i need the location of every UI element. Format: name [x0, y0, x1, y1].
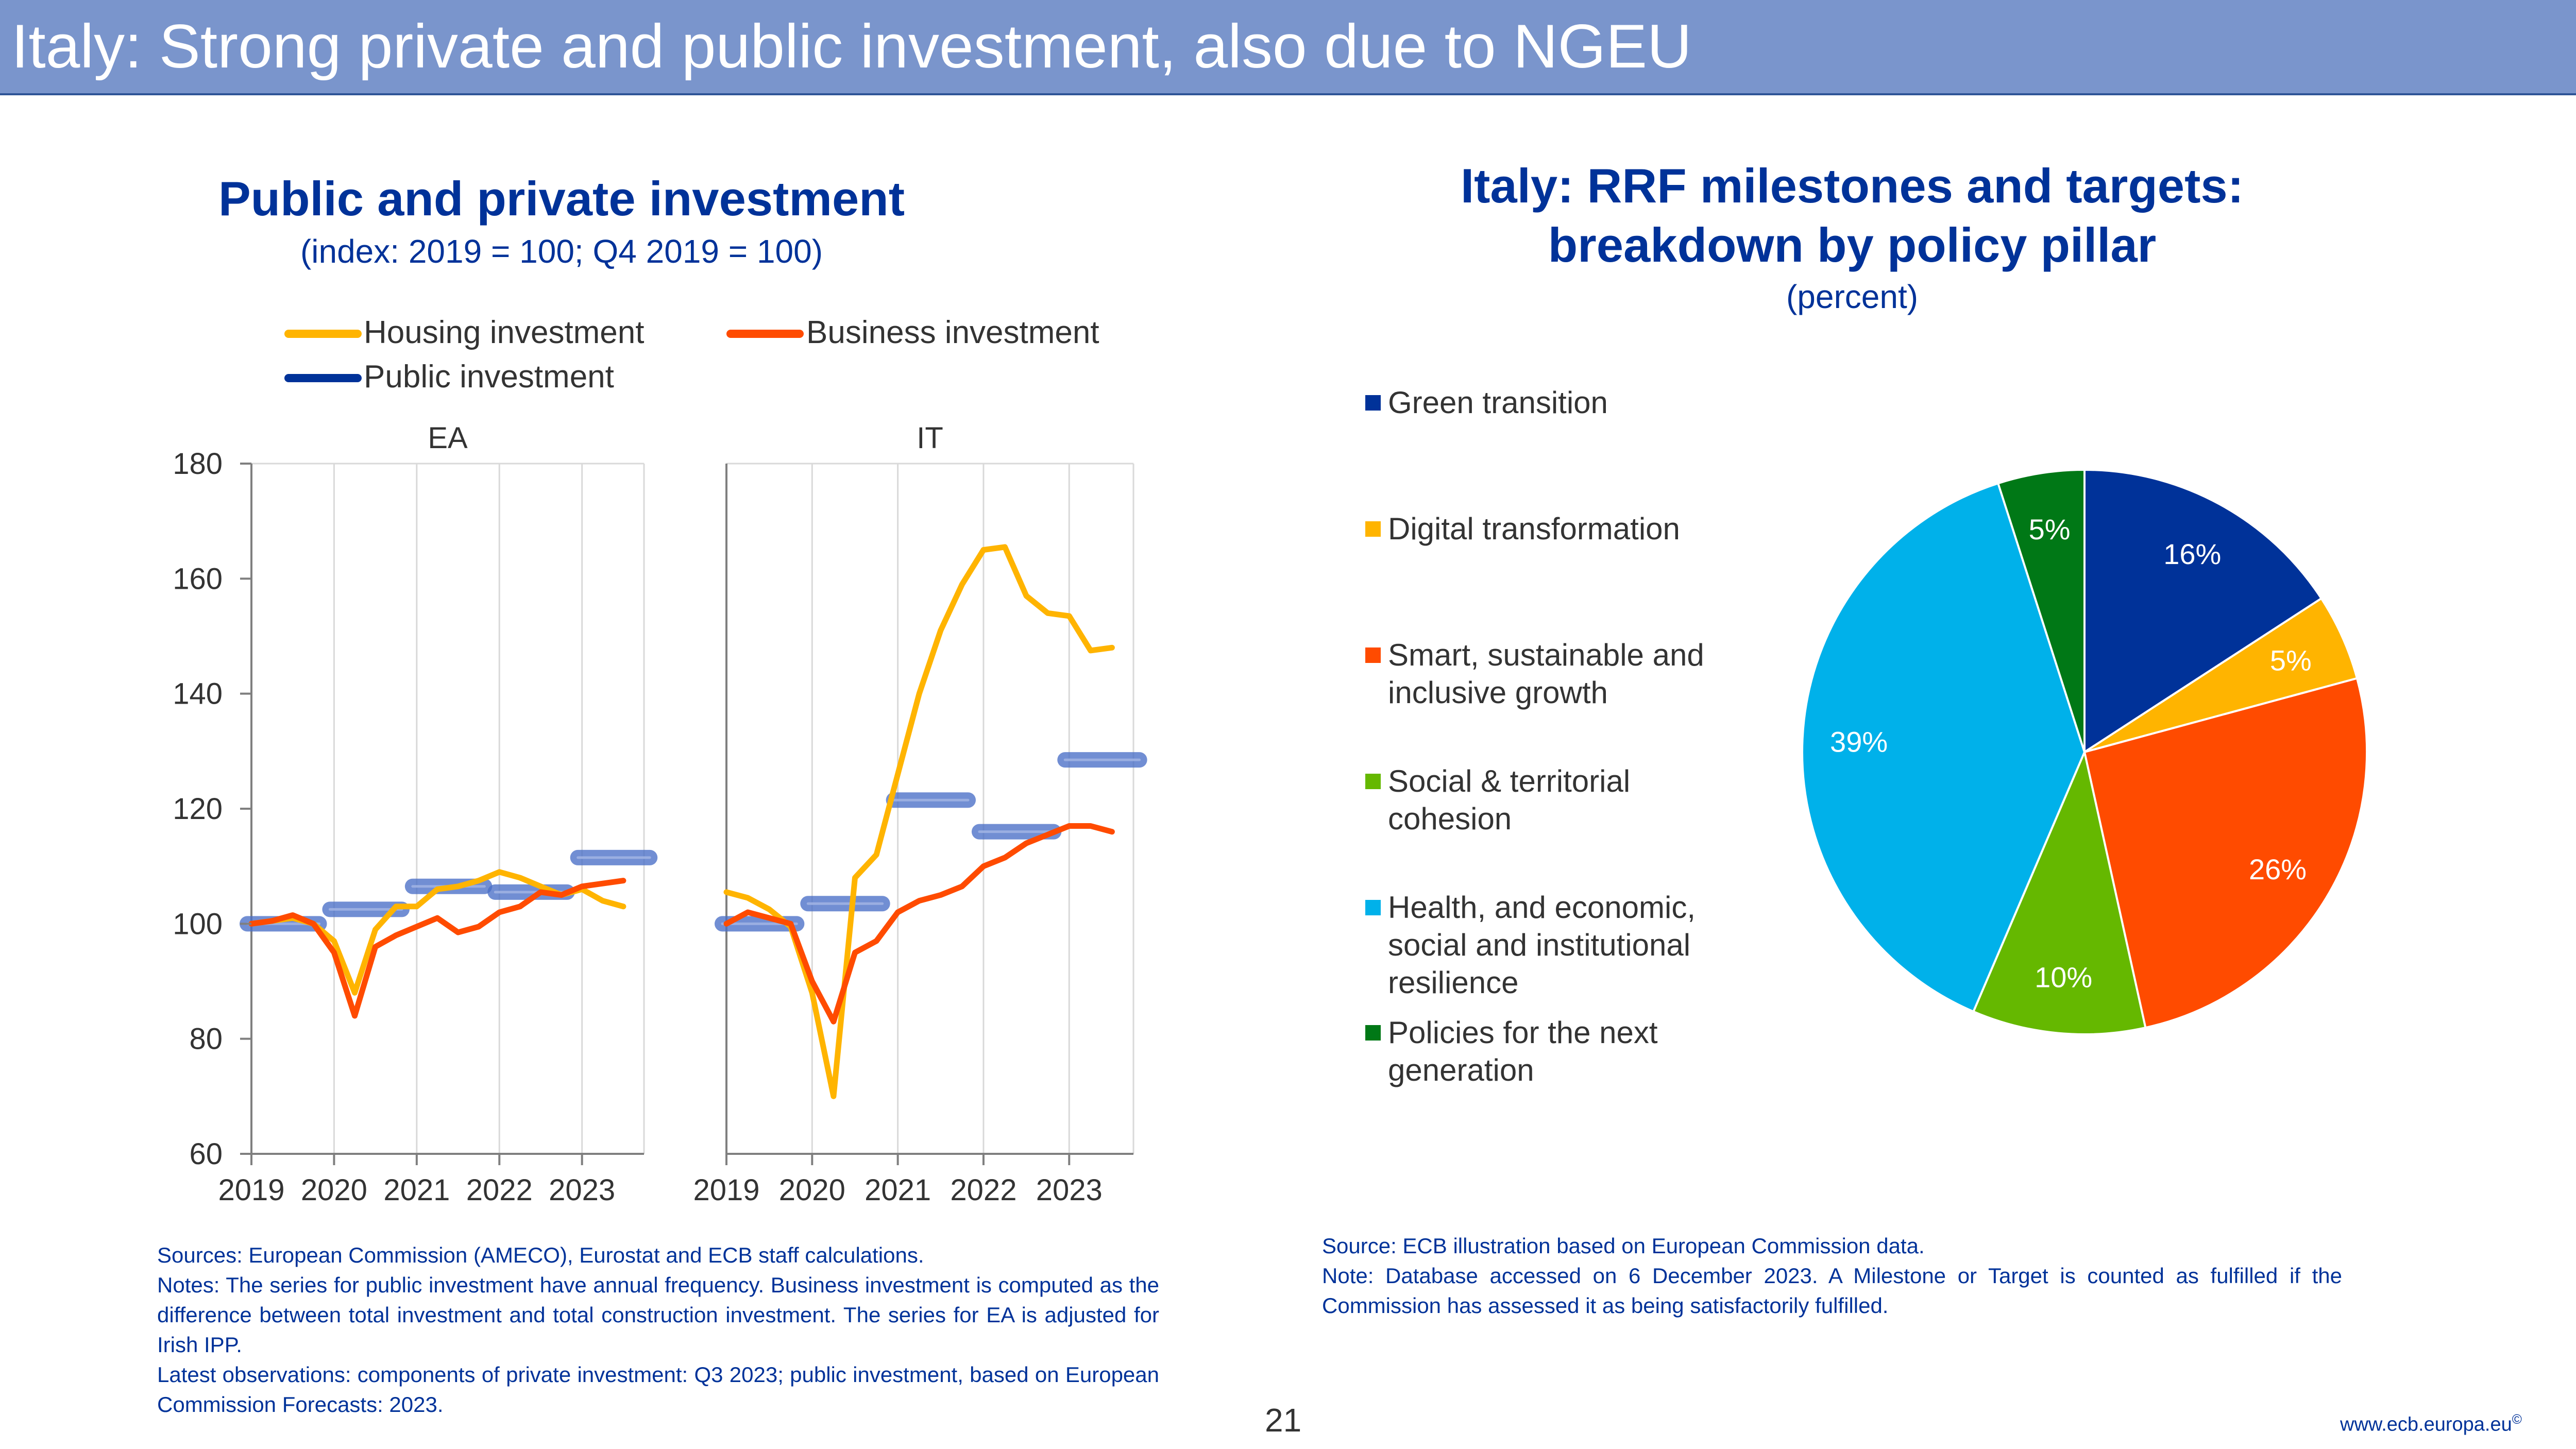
pie-chart-note-text: Note: Database accessed on 6 December 20… — [1322, 1263, 2342, 1318]
pie-legend-swatch-2 — [1365, 521, 1381, 537]
y-tick-label: 80 — [189, 1022, 223, 1056]
y-tick-label: 60 — [189, 1137, 223, 1171]
pie-legend-label-line: inclusive growth — [1388, 675, 1608, 710]
pie-chart-notes: Source: ECB illustration based on Europe… — [1322, 1231, 2342, 1321]
pie-legend-label-line: Smart, sustainable and — [1388, 638, 1704, 672]
pie-chart-subtitle: (percent) — [1786, 278, 1919, 315]
page-number: 21 — [1265, 1402, 1302, 1439]
y-tick-label: 100 — [173, 907, 223, 941]
x-tick-label: 2023 — [549, 1173, 615, 1207]
pie-slice-label-6: 5% — [2029, 513, 2071, 545]
pie-legend-label-line: Green transition — [1388, 385, 1608, 420]
business-investment-line — [723, 823, 1115, 1025]
line-chart-latest-observations: Latest observations: components of priva… — [157, 1362, 1159, 1417]
pie-legend-label-3: Smart, sustainable and inclusive growth — [1388, 636, 1704, 711]
pie-slice-1 — [2083, 468, 2323, 754]
pie-slice-label-3: 26% — [2249, 853, 2307, 885]
x-tick-label: 2023 — [1036, 1173, 1103, 1207]
x-tick-label: 2019 — [693, 1173, 759, 1207]
line-chart-notes: Sources: European Commission (AMECO), Eu… — [157, 1240, 1159, 1420]
pie-legend-label-4: Social & territorial cohesion — [1388, 762, 1630, 838]
pie-slice-4 — [1972, 748, 2147, 1035]
x-tick-label: 2021 — [865, 1173, 931, 1207]
pie-legend-label-5: Health, and economic, social and institut… — [1388, 889, 1696, 1002]
pie-slice-3 — [2083, 677, 2368, 1029]
pie-chart-source: Source: ECB illustration based on Europe… — [1322, 1234, 1925, 1258]
x-tick-label: 2020 — [301, 1173, 367, 1207]
panel-label: IT — [917, 421, 943, 455]
pie-slice-2 — [2083, 597, 2359, 753]
panel-label: EA — [428, 421, 468, 455]
line-chart-notes-text: Notes: The series for public investment … — [157, 1272, 1159, 1357]
legend-swatch-housing — [284, 330, 362, 338]
x-tick-label: 2019 — [218, 1173, 284, 1207]
pie-legend-swatch-1 — [1365, 395, 1381, 411]
x-tick-label: 2021 — [383, 1173, 450, 1207]
pie-legend-label-line: Policies for the next — [1388, 1015, 1658, 1050]
pie-legend-swatch-3 — [1365, 647, 1381, 663]
pie-slices: 16% 5% 26% 10% 39% 5% — [1801, 468, 2368, 1035]
x-tick-label: 2022 — [950, 1173, 1016, 1207]
pie-legend-label-line: Health, and economic, — [1388, 890, 1696, 925]
copyright-mark: © — [2512, 1411, 2522, 1427]
y-tick-label: 140 — [173, 677, 223, 711]
pie-slice-label-5: 39% — [1830, 726, 1888, 758]
pie-legend-label-line: Social & territorial — [1388, 764, 1631, 798]
legend-label-public: Public investment — [364, 359, 614, 395]
legend-swatch-public — [284, 374, 362, 382]
pie-legend-swatch-6 — [1365, 1025, 1381, 1041]
legend-label-business: Business investment — [806, 315, 1099, 350]
pie-slice-label-2: 5% — [2270, 644, 2312, 676]
pie-slice-label-4: 10% — [2035, 961, 2092, 994]
pie-legend-label-1: Green transition — [1388, 384, 1608, 421]
pie-slice-label-1: 16% — [2163, 538, 2221, 570]
pie-legend-label-line: cohesion — [1388, 802, 1512, 837]
pie-slice-5 — [1801, 482, 2086, 1013]
pie-chart-title-line1: Italy: RRF milestones and targets: — [1461, 159, 2244, 213]
line-chart-sources: Sources: European Commission (AMECO), Eu… — [157, 1243, 924, 1267]
pie-chart-title-line2: breakdown by policy pillar — [1548, 218, 2157, 272]
footer-url-text[interactable]: www.ecb.europa.eu — [2340, 1413, 2512, 1436]
line-chart-title: Public and private investment — [218, 172, 905, 226]
y-tick-label: 180 — [173, 447, 223, 481]
slide-title-bar: Italy: Strong private and public investm… — [0, 0, 2576, 95]
pie-legend-swatch-4 — [1365, 774, 1381, 789]
panel-it: 2019 2020 2021 2022 2023 IT — [693, 421, 1147, 1207]
legend-label-housing: Housing investment — [364, 315, 645, 350]
pie-legend-swatch-5 — [1365, 900, 1381, 915]
footer-url[interactable]: www.ecb.europa.eu© — [2340, 1411, 2522, 1436]
business-investment-line — [248, 878, 626, 1019]
pie-legend-label-2: Digital transformation — [1388, 510, 1680, 548]
legend-swatch-business — [726, 330, 804, 338]
pie-slice-6 — [1996, 468, 2086, 753]
x-tick-label: 2022 — [466, 1173, 533, 1207]
pie-legend-label-6: Policies for the next generation — [1388, 1014, 1658, 1089]
pie-legend-label-line: social and institutional — [1388, 928, 1691, 963]
line-chart-subtitle: (index: 2019 = 100; Q4 2019 = 100) — [300, 233, 823, 270]
slide-title: Italy: Strong private and public investm… — [11, 12, 1692, 81]
x-tick-label: 2020 — [779, 1173, 845, 1207]
panel-ea: 2019 2020 2021 2022 2023 EA — [218, 421, 658, 1207]
y-tick-label: 120 — [173, 792, 223, 826]
y-tick-label: 160 — [173, 562, 223, 595]
pie-legend-label-line: generation — [1388, 1053, 1534, 1088]
pie-legend-label-line: resilience — [1388, 965, 1519, 1000]
pie-legend-label-line: Digital transformation — [1388, 512, 1680, 546]
